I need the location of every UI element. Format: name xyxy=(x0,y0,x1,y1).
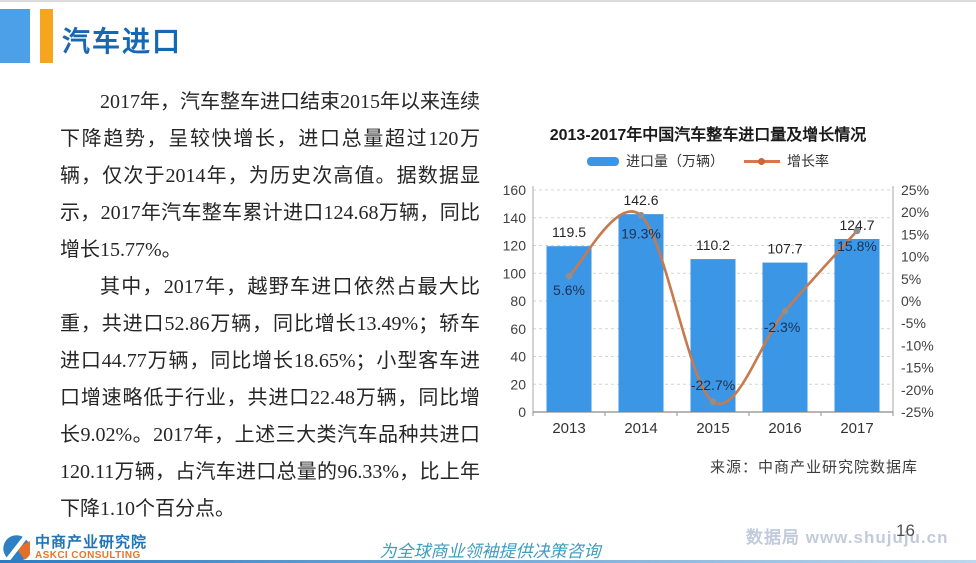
right-axis-tick: 10% xyxy=(901,249,929,265)
chart-legend: 进口量（万辆） 增长率 xyxy=(498,151,918,171)
right-axis-tick: -5% xyxy=(901,315,926,331)
body-text: 2017年，汽车整车进口结束2015年以来连续下降趋势，呈较快增长，进口总量超过… xyxy=(60,84,480,528)
header-accent-bar xyxy=(40,9,53,63)
line-marker xyxy=(853,227,861,235)
bottom-divider xyxy=(0,560,976,563)
legend-label: 进口量（万辆） xyxy=(626,153,724,169)
footer-slogan: 为全球商业领袖提供决策咨询 xyxy=(379,542,601,561)
left-axis-tick: 40 xyxy=(510,349,526,365)
right-axis-tick: -15% xyxy=(901,360,934,376)
line-marker xyxy=(565,272,573,280)
page-title: 汽车进口 xyxy=(62,26,183,57)
x-axis-label: 2014 xyxy=(624,420,657,437)
bar xyxy=(690,259,736,412)
left-axis-tick: 20 xyxy=(510,376,526,392)
left-axis-tick: 0 xyxy=(518,404,526,420)
top-divider xyxy=(0,0,976,2)
left-axis-tick: 140 xyxy=(503,210,527,226)
logo-name-en: ASKCI CONSULTING xyxy=(35,550,141,562)
line-marker xyxy=(709,398,717,406)
right-axis-tick: -20% xyxy=(901,382,934,398)
bar-value-label: 119.5 xyxy=(552,224,586,240)
bar xyxy=(834,238,880,412)
paragraph-import-overview: 2017年，汽车整车进口结束2015年以来连续下降趋势，呈较快增长，进口总量超过… xyxy=(60,91,480,261)
bar-value-label: 107.7 xyxy=(767,241,802,257)
growth-rate-label: 19.3% xyxy=(621,225,661,241)
line-marker-icon xyxy=(758,157,765,165)
x-axis-label: 2017 xyxy=(840,420,873,437)
bar-value-label: 124.7 xyxy=(839,217,874,233)
header-blue-block xyxy=(0,9,30,63)
left-axis-tick: 100 xyxy=(503,265,527,281)
x-axis-label: 2013 xyxy=(552,420,585,437)
page-number: 16 xyxy=(896,521,915,540)
askci-logo: 中商产业研究院 ASKCI CONSULTING xyxy=(3,535,147,562)
bar xyxy=(618,214,664,412)
x-axis-label: 2015 xyxy=(696,420,729,437)
right-axis-tick: 5% xyxy=(901,271,921,287)
line-marker xyxy=(637,211,645,219)
legend-label: 增长率 xyxy=(787,153,829,169)
left-axis-tick: 60 xyxy=(510,321,526,337)
right-axis-tick: 20% xyxy=(901,204,929,220)
bar-swatch-icon xyxy=(587,156,619,166)
bar-value-label: 110.2 xyxy=(696,237,730,253)
bar xyxy=(546,246,592,412)
growth-rate-label: -2.3% xyxy=(764,319,801,335)
right-axis-tick: 25% xyxy=(901,182,929,198)
paragraph-import-breakdown: 其中，2017年，越野车进口依然占最大比重，共进口52.86万辆，同比增长13.… xyxy=(60,276,480,520)
left-axis-tick: 80 xyxy=(510,293,526,309)
growth-line xyxy=(568,210,858,406)
watermark: 数据局 www.shujuju.cn xyxy=(746,528,949,547)
growth-rate-label: 5.6% xyxy=(553,282,585,298)
legend-item-growth-rate: 增长率 xyxy=(744,151,829,171)
left-axis-tick: 160 xyxy=(503,182,527,198)
left-axis-tick: 120 xyxy=(503,238,527,254)
chart-source: 来源：中商产业研究院数据库 xyxy=(709,460,918,476)
bar xyxy=(762,262,808,412)
bar-value-label: 142.6 xyxy=(623,192,658,208)
legend-item-import-volume: 进口量（万辆） xyxy=(587,151,724,171)
right-axis-tick: -25% xyxy=(901,404,934,420)
right-axis-tick: 15% xyxy=(901,226,929,242)
right-axis-tick: -10% xyxy=(901,337,934,353)
line-marker xyxy=(781,307,789,315)
right-axis-tick: 0% xyxy=(901,293,921,309)
askci-logo-icon xyxy=(3,535,30,562)
logo-name-cn: 中商产业研究院 xyxy=(35,534,148,552)
growth-rate-label: -22.7% xyxy=(691,377,735,393)
chart-title: 2013-2017年中国汽车整车进口量及增长情况 xyxy=(549,127,867,144)
x-axis-label: 2016 xyxy=(768,420,801,437)
growth-rate-label: 15.8% xyxy=(837,238,877,254)
line-swatch-icon xyxy=(744,157,780,165)
import-growth-chart: 0 20 40 60 80 100 120 140 160 25% 20% 15% 10% 5% 0% -5%… xyxy=(503,182,934,437)
